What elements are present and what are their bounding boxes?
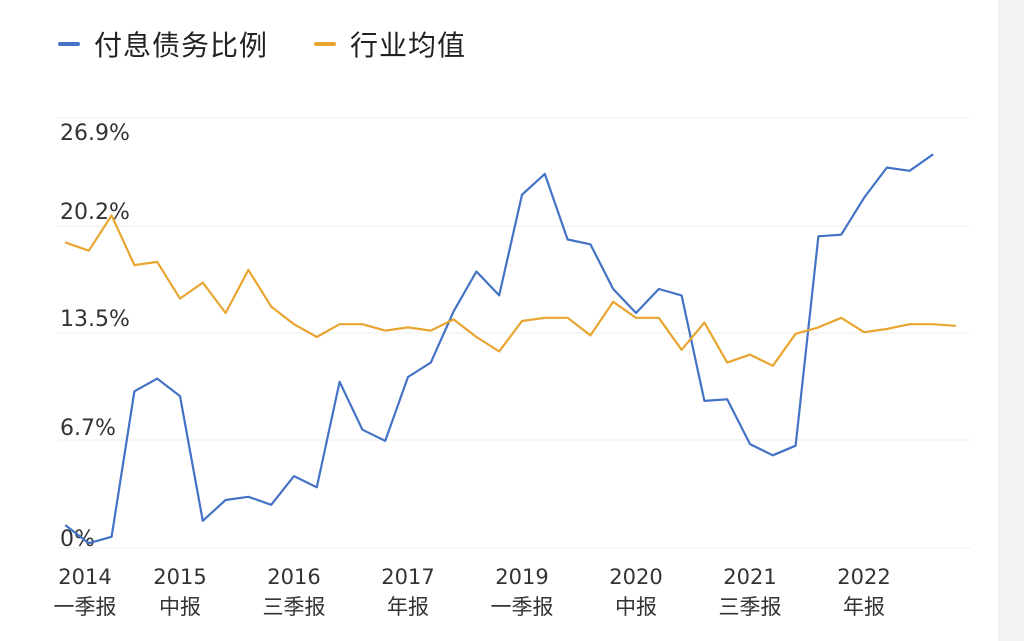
x-tick-year-0: 2014 <box>58 565 111 589</box>
x-tick-period-2: 三季报 <box>263 595 326 619</box>
x-tick-year-1: 2015 <box>153 565 206 589</box>
x-tick-period-6: 三季报 <box>719 595 782 619</box>
x-tick-year-6: 2021 <box>723 565 776 589</box>
legend-label-series-1: 付息债务比例 <box>94 29 269 62</box>
x-tick-period-3: 年报 <box>387 595 429 619</box>
series-line-1 <box>64 153 934 545</box>
x-tick-year-7: 2022 <box>837 565 890 589</box>
y-tick-label-2: 13.5% <box>60 307 130 332</box>
legend-swatch-series-2 <box>314 42 337 46</box>
x-tick-period-7: 年报 <box>843 595 885 619</box>
y-tick-label-3: 20.2% <box>60 200 130 225</box>
x-tick-period-1: 中报 <box>159 595 201 619</box>
legend-swatch-series-1 <box>58 42 80 46</box>
right-edge-panel <box>998 0 1024 641</box>
line-chart: 0% 6.7% 13.5% 20.2% 26.9% 2014 一季报 2015 中报 2016 三… <box>54 117 970 619</box>
y-tick-label-1: 6.7% <box>60 416 116 441</box>
x-tick-period-0: 一季报 <box>54 595 117 619</box>
legend-item-series-1[interactable]: 付息债务比例 <box>58 24 268 64</box>
legend-item-series-2[interactable]: 行业均值 <box>314 24 466 64</box>
x-tick-period-4: 一季报 <box>491 595 554 619</box>
chart-legend: 付息债务比例 行业均值 <box>58 24 512 64</box>
x-tick-year-5: 2020 <box>609 565 662 589</box>
y-tick-label-0: 0% <box>60 527 95 552</box>
y-tick-label-4: 26.9% <box>60 121 130 146</box>
x-tick-year-4: 2019 <box>495 565 548 589</box>
y-axis-ticks: 0% 6.7% 13.5% 20.2% 26.9% <box>60 121 130 552</box>
legend-label-series-2: 行业均值 <box>350 29 467 62</box>
series-line-2 <box>64 214 957 367</box>
x-axis-ticks: 2014 一季报 2015 中报 2016 三季报 2017 年报 2019 一季报 2020 中报 2… <box>54 565 891 619</box>
x-tick-year-2: 2016 <box>267 565 320 589</box>
x-tick-year-3: 2017 <box>381 565 434 589</box>
series-layer <box>64 153 957 545</box>
x-tick-period-5: 中报 <box>615 595 657 619</box>
